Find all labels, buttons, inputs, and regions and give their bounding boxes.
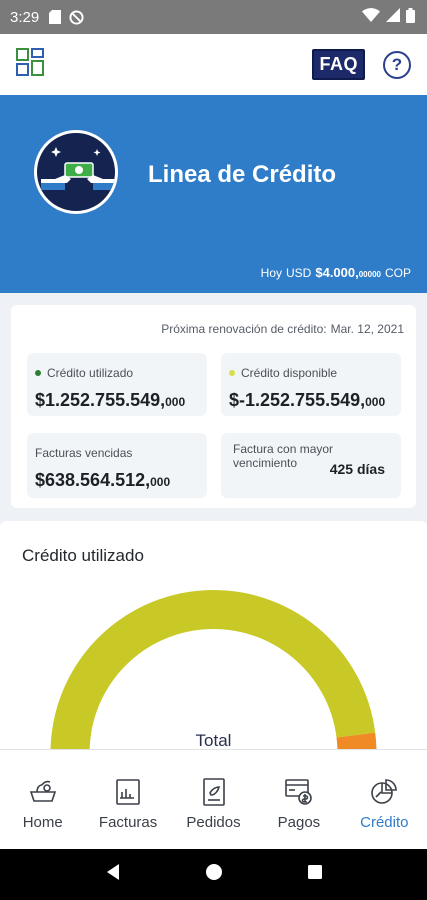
rate-from-currency: USD <box>286 266 312 280</box>
system-navigation-bar <box>0 849 427 900</box>
renewal-info: Próxima renovación de crédito: Mar. 12, … <box>161 322 404 336</box>
donut-slice-1[interactable] <box>336 732 377 749</box>
bottom-navigation: Home Facturas Pedidos Pagos <box>0 749 427 849</box>
nav-item-pedidos[interactable]: Pedidos <box>171 750 256 849</box>
renewal-label: Próxima renovación de crédito: <box>161 322 327 336</box>
chart-center-label: Total <box>195 731 232 749</box>
status-time: 3:29 <box>10 8 40 26</box>
nav-label-facturas: Facturas <box>98 814 158 831</box>
nav-label-pagos: Pagos <box>277 814 321 831</box>
orders-icon <box>202 776 226 808</box>
rate-to-currency: COP <box>384 266 411 280</box>
available-credit-tile: Crédito disponible $-1.252.755.549,000 <box>221 353 401 416</box>
used-credit-dot <box>35 370 41 376</box>
used-credit-donut-chart <box>50 590 377 749</box>
available-credit-value: $-1.252.755.549,000 <box>229 390 386 410</box>
home-circle-icon[interactable] <box>205 863 223 886</box>
nav-item-home[interactable]: Home <box>0 750 85 849</box>
exchange-rate: Hoy USD $4.000,00000 COP <box>261 265 411 280</box>
credit-line-banner: Linea de Crédito Hoy USD $4.000,00000 CO… <box>0 95 427 293</box>
overdue-invoices-value: $638.564.512,000 <box>35 470 171 490</box>
overdue-invoices-label: Facturas vencidas <box>35 446 133 460</box>
max-due-label: Factura con mayor vencimiento <box>233 442 334 470</box>
max-due-invoice-tile: Factura con mayor vencimiento 425 días <box>221 433 401 498</box>
menu-grid-icon[interactable] <box>16 48 44 81</box>
available-credit-label: Crédito disponible <box>241 366 338 380</box>
rate-day: Hoy <box>260 266 283 280</box>
rate-value: $4.000,00000 <box>315 265 381 280</box>
nav-label-credito: Crédito <box>360 814 409 831</box>
nav-label-pedidos: Pedidos <box>186 814 241 831</box>
used-credit-value: $1.252.755.549,000 <box>35 390 186 410</box>
do-not-disturb-icon <box>69 9 84 25</box>
credit-summary-card: Próxima renovación de crédito: Mar. 12, … <box>11 305 416 508</box>
nav-label-home: Home <box>22 814 63 831</box>
overdue-invoices-tile: Facturas vencidas $638.564.512,000 <box>27 433 207 498</box>
nav-item-pagos[interactable]: Pagos <box>256 750 341 849</box>
recents-icon[interactable] <box>307 864 323 885</box>
hero-title: Linea de Crédito <box>148 161 337 188</box>
used-credit-label: Crédito utilizado <box>47 366 134 380</box>
payments-icon <box>284 776 314 808</box>
credit-icon <box>369 776 399 808</box>
used-credit-tile: Crédito utilizado $1.252.755.549,000 <box>27 353 207 416</box>
rate-decimals: 00000 <box>358 270 381 279</box>
available-credit-dot <box>229 370 235 376</box>
status-bar: 3:29 <box>0 0 427 34</box>
back-icon[interactable] <box>104 863 122 886</box>
sd-card-icon <box>49 10 62 24</box>
help-button[interactable]: ? <box>383 50 411 79</box>
faq-button[interactable]: FAQ <box>312 49 365 80</box>
home-icon <box>28 776 58 808</box>
renewal-date: Mar. 12, 2021 <box>330 322 404 336</box>
used-credit-chart-card: Crédito utilizado Total <box>0 521 427 749</box>
nav-item-facturas[interactable]: Facturas <box>85 750 170 849</box>
donut-slice-0[interactable] <box>50 590 376 749</box>
max-due-value: 425 días <box>329 461 385 477</box>
credit-money-icon <box>34 130 118 214</box>
app-header: FAQ ? <box>0 34 427 95</box>
invoices-icon <box>115 776 141 808</box>
chart-title: Crédito utilizado <box>22 546 144 565</box>
battery-icon <box>406 7 415 27</box>
nav-item-credito[interactable]: Crédito <box>342 750 427 849</box>
wifi-icon <box>362 8 380 26</box>
signal-icon <box>386 8 400 26</box>
